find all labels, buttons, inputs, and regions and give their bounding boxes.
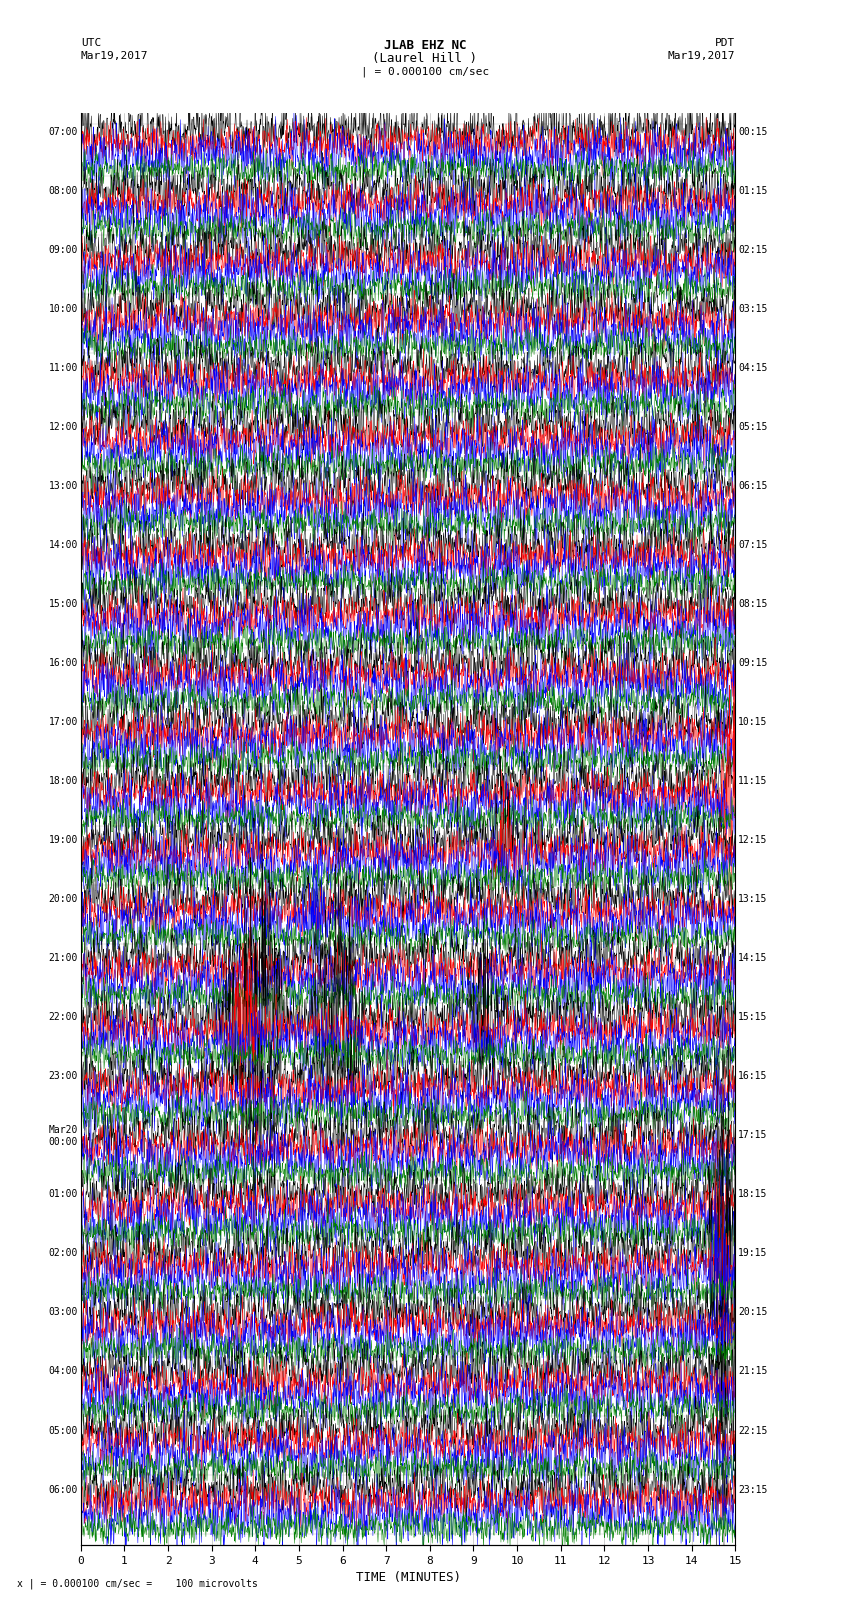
Text: JLAB EHZ NC: JLAB EHZ NC [383,39,467,52]
Text: UTC: UTC [81,39,101,48]
Text: | = 0.000100 cm/sec: | = 0.000100 cm/sec [361,66,489,77]
Text: Mar19,2017: Mar19,2017 [668,52,735,61]
Text: (Laurel Hill ): (Laurel Hill ) [372,52,478,65]
Text: Mar19,2017: Mar19,2017 [81,52,148,61]
Text: PDT: PDT [715,39,735,48]
X-axis label: TIME (MINUTES): TIME (MINUTES) [355,1571,461,1584]
Text: x | = 0.000100 cm/sec =    100 microvolts: x | = 0.000100 cm/sec = 100 microvolts [17,1578,258,1589]
